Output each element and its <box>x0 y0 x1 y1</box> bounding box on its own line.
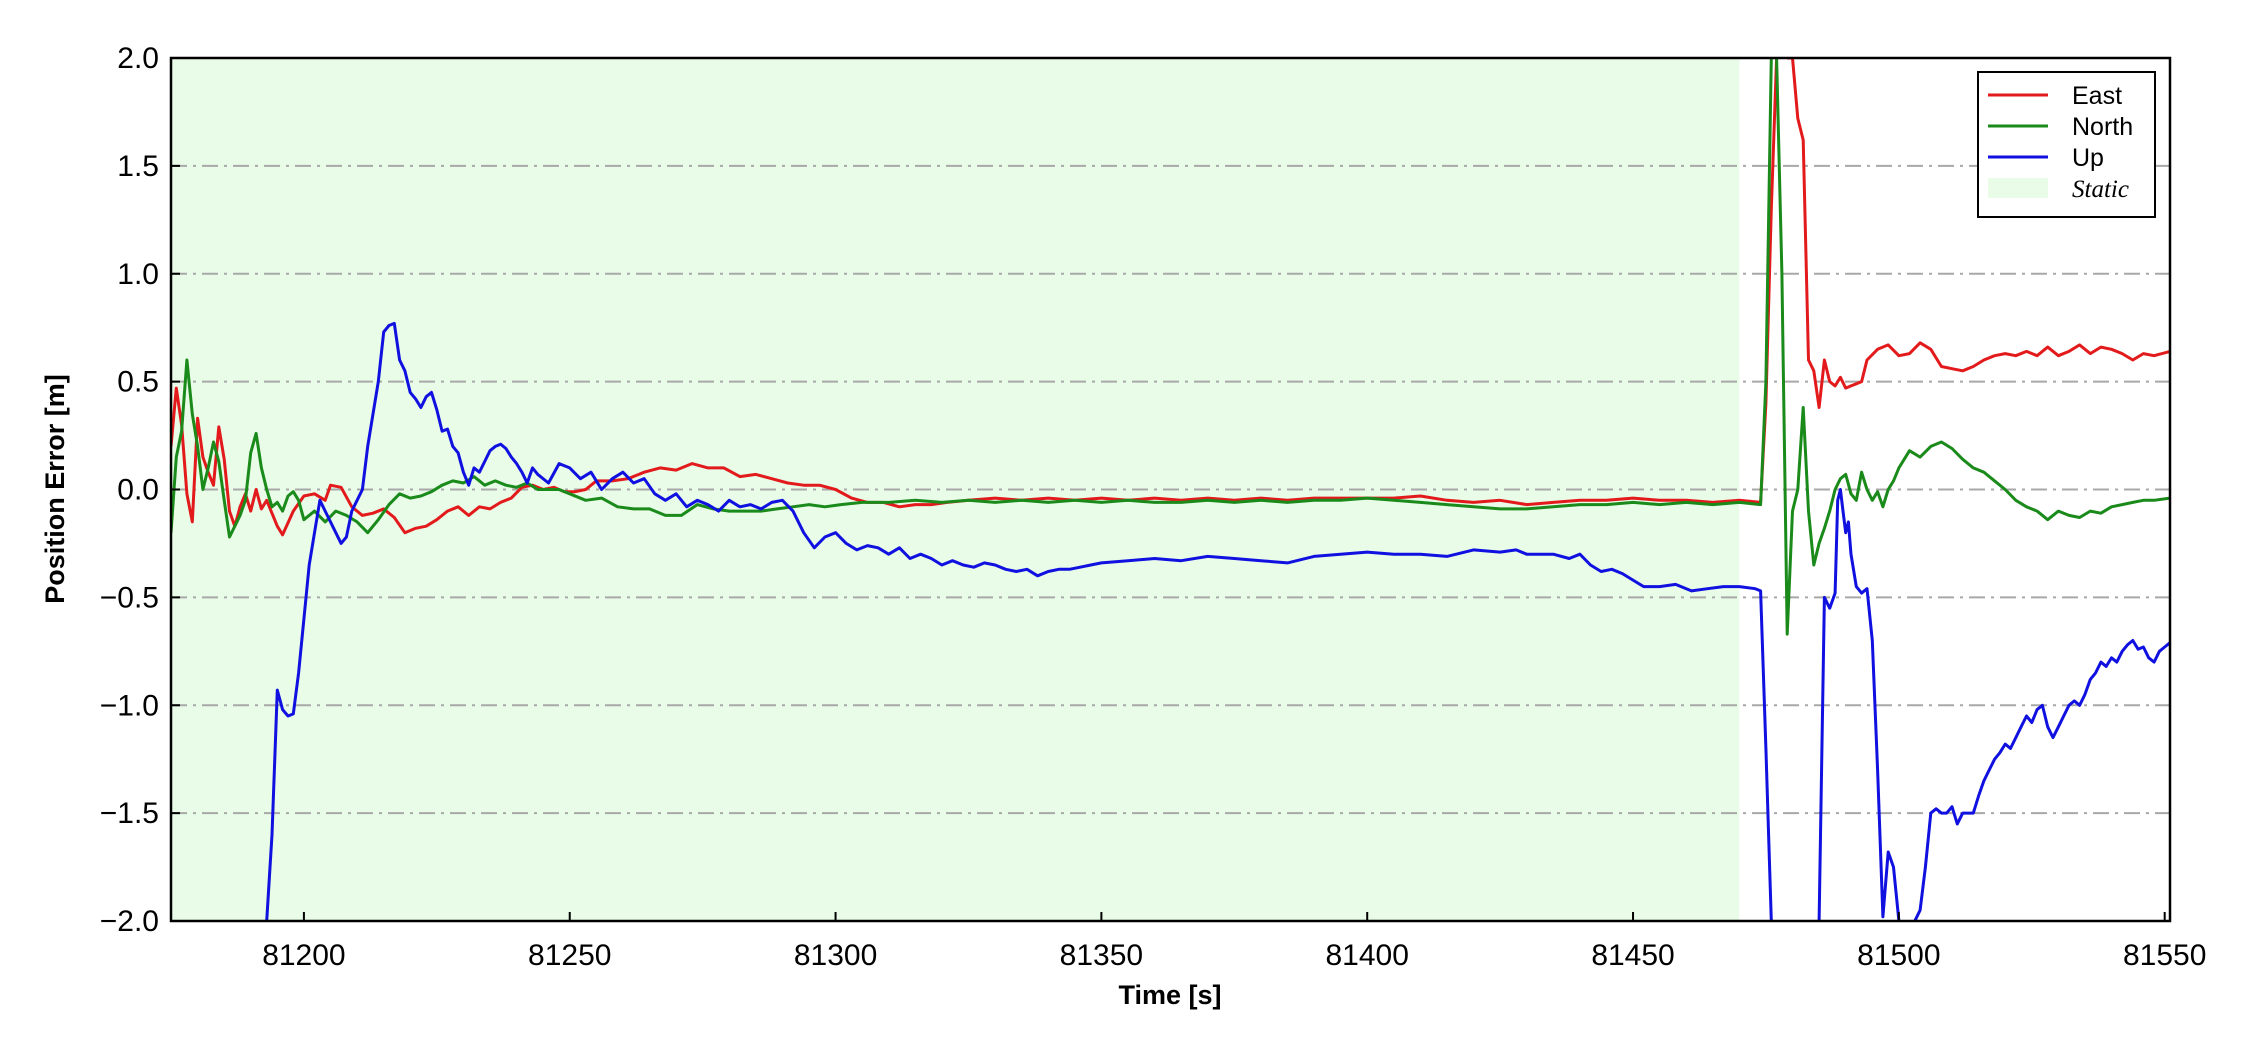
x-tick-label: 81350 <box>1060 939 1143 972</box>
series-line-up <box>1913 639 2170 921</box>
x-tick-label: 81200 <box>262 939 345 972</box>
legend-east-label: East <box>2072 82 2122 110</box>
x-axis-title: Time [s] <box>1118 980 1221 1010</box>
y-tick-label: 2.0 <box>117 42 159 75</box>
x-tick-label: 81550 <box>2123 939 2206 972</box>
y-tick-label: −1.5 <box>100 797 159 830</box>
x-tick-label: 81400 <box>1325 939 1408 972</box>
y-tick-label: −2.0 <box>100 905 159 938</box>
y-tick-label: 1.0 <box>117 258 159 291</box>
x-tick-label: 81450 <box>1591 939 1674 972</box>
legend-up-label: Up <box>2072 144 2104 172</box>
series-line-north <box>1775 58 2170 636</box>
x-tick-label: 81300 <box>794 939 877 972</box>
x-tick-label: 81500 <box>1857 939 1940 972</box>
legend-north-label: North <box>2072 113 2133 141</box>
y-tick-label: −0.5 <box>100 581 159 614</box>
y-tick-label: −1.0 <box>100 689 159 722</box>
y-axis-title: Position Error [m] <box>40 374 70 604</box>
series-line-up <box>1817 488 1901 921</box>
series-line-up <box>265 321 1773 921</box>
y-tick-label: 0.5 <box>117 366 159 399</box>
grid-layer <box>171 164 2170 815</box>
series-layer <box>171 58 2170 921</box>
series-line-north <box>171 58 1773 539</box>
y-tick-label: 1.5 <box>117 150 159 183</box>
legend-static-label: Static <box>2072 176 2129 203</box>
legend-static-swatch <box>1988 178 2048 198</box>
y-tick-label: 0.0 <box>117 474 159 507</box>
series-line-east <box>1787 58 2170 409</box>
tick-layer: 81200 81250 81300 81350 81400 81450 81500 81550… <box>100 42 2207 972</box>
x-tick-label: 81250 <box>528 939 611 972</box>
legend: East North Up Static <box>1977 71 2156 218</box>
